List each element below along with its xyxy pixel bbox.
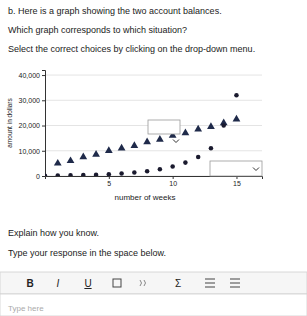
y-axis: 0 10,000 20,000 30,000 40,000 [19,71,46,180]
point [119,171,124,176]
point [107,172,112,176]
toolbar-button[interactable]: U [84,278,91,289]
point [194,125,202,132]
y-axis-title: amount in dollars [6,98,13,148]
y-tick-label: 0 [36,173,40,180]
list-icon[interactable] [230,279,240,280]
x-axis: 5 10 15 [46,176,263,187]
grid-line [45,100,262,101]
point [81,173,86,176]
point [233,115,241,122]
response-instruction: Type your response in the space below. [8,248,166,258]
question-prompt: Which graph corresponds to which situati… [8,25,187,35]
x-tick-label: 15 [233,180,241,187]
point [130,141,138,148]
point [196,155,201,160]
question-part: b. Here is a graph showing the two accou… [8,6,222,16]
point [45,173,47,176]
placeholder[interactable]: Type here [8,304,44,313]
x-tick-mark [173,176,174,179]
list-icon[interactable] [230,287,240,288]
response-prompt: Explain how you know. [8,228,99,238]
y-tick: 20,000 [19,122,45,129]
x-tick-mark [236,176,237,179]
y-tick-mark [42,100,45,101]
grid-line [45,75,262,76]
series [54,115,240,166]
dropdown[interactable] [210,161,262,176]
grid [45,75,262,176]
point [209,146,214,151]
y-tick-label: 20,000 [19,122,41,129]
point [145,169,150,174]
point [94,172,99,176]
point [158,167,163,172]
point [170,164,175,169]
quote-icon[interactable] [140,280,146,286]
list-icon[interactable] [205,287,215,288]
y-tick-label: 40,000 [19,72,41,79]
image-icon[interactable] [113,279,121,287]
list-icon[interactable] [205,279,215,280]
y-tick-mark [42,176,45,177]
x-tick-label: 10 [169,180,177,187]
x-tick-mark [109,176,110,179]
dropdown-chevron[interactable] [253,168,259,171]
x-tick: 10 [169,176,177,187]
point [118,144,126,151]
point [68,173,73,176]
toolbar-button[interactable]: I [57,278,60,289]
x-tick-label: 5 [107,180,111,187]
x-tick: 15 [233,176,241,187]
point [156,135,164,142]
x-tick: 5 [107,176,111,187]
toolbar-icons[interactable] [113,279,240,287]
point [183,160,188,165]
point [56,173,61,176]
point [182,129,190,136]
point [105,146,113,153]
y-tick-mark [42,126,45,127]
point [132,170,137,175]
y-tick: 0 [36,173,45,180]
point [143,137,151,144]
y-tick-mark [42,151,45,152]
y-tick: 30,000 [19,97,45,104]
y-axis-line [42,71,46,177]
text-input[interactable] [0,294,307,316]
point [234,93,239,98]
dropdown[interactable] [148,120,180,143]
chart: 0 10,000 20,000 30,000 40,000 5 10 15 number of … [6,71,263,203]
point [54,159,62,166]
toolbar [0,272,307,294]
question-instruction: Select the correct choices by clicking o… [8,44,255,54]
grid-line [45,150,262,151]
x-axis-line [46,177,263,180]
page: b. Here is a graph showing the two accou… [0,0,307,316]
x-axis-title: number of weeks [115,193,176,202]
point [221,123,226,128]
dropdown-box[interactable] [210,161,262,176]
point [67,156,75,163]
toolbar-button[interactable]: B [26,278,33,289]
list-icon[interactable] [205,283,215,284]
list-icon[interactable] [230,283,240,284]
y-tick: 40,000 [19,72,45,79]
y-tick: 10,000 [19,148,45,155]
point [207,122,215,129]
dropdown-box[interactable] [148,120,180,134]
dropdown-chevron[interactable] [173,140,179,143]
point [92,150,100,157]
y-tick-label: 10,000 [19,148,41,155]
toolbar-button[interactable]: Σ [175,278,181,289]
y-tick-label: 30,000 [19,97,41,104]
y-tick-mark [42,75,45,76]
point [79,153,87,160]
